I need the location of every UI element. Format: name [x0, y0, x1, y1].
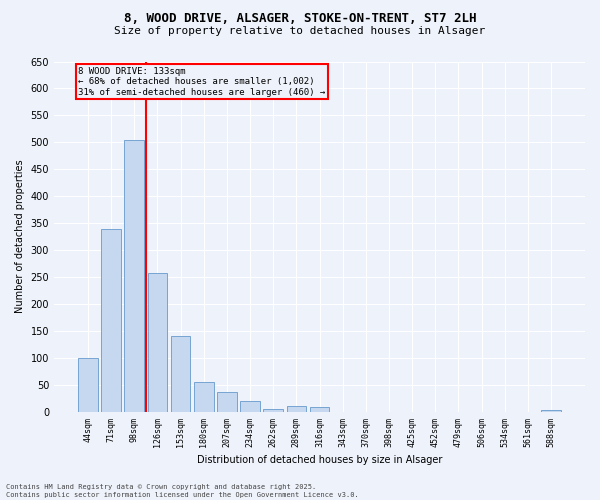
Bar	[310, 407, 329, 412]
Text: 8, WOOD DRIVE, ALSAGER, STOKE-ON-TRENT, ST7 2LH: 8, WOOD DRIVE, ALSAGER, STOKE-ON-TRENT, …	[124, 12, 476, 26]
X-axis label: Distribution of detached houses by size in Alsager: Distribution of detached houses by size …	[197, 455, 442, 465]
Y-axis label: Number of detached properties: Number of detached properties	[15, 160, 25, 314]
Bar	[240, 401, 260, 412]
Bar	[171, 336, 190, 412]
Bar	[217, 392, 237, 412]
Bar	[148, 273, 167, 412]
Text: Size of property relative to detached houses in Alsager: Size of property relative to detached ho…	[115, 26, 485, 36]
Bar	[287, 406, 306, 412]
Bar	[78, 358, 98, 412]
Text: 8 WOOD DRIVE: 133sqm
← 68% of detached houses are smaller (1,002)
31% of semi-de: 8 WOOD DRIVE: 133sqm ← 68% of detached h…	[78, 67, 326, 96]
Bar	[124, 140, 144, 412]
Text: Contains HM Land Registry data © Crown copyright and database right 2025.
Contai: Contains HM Land Registry data © Crown c…	[6, 484, 359, 498]
Bar	[263, 408, 283, 412]
Bar	[194, 382, 214, 412]
Bar	[541, 410, 561, 412]
Bar	[101, 228, 121, 412]
